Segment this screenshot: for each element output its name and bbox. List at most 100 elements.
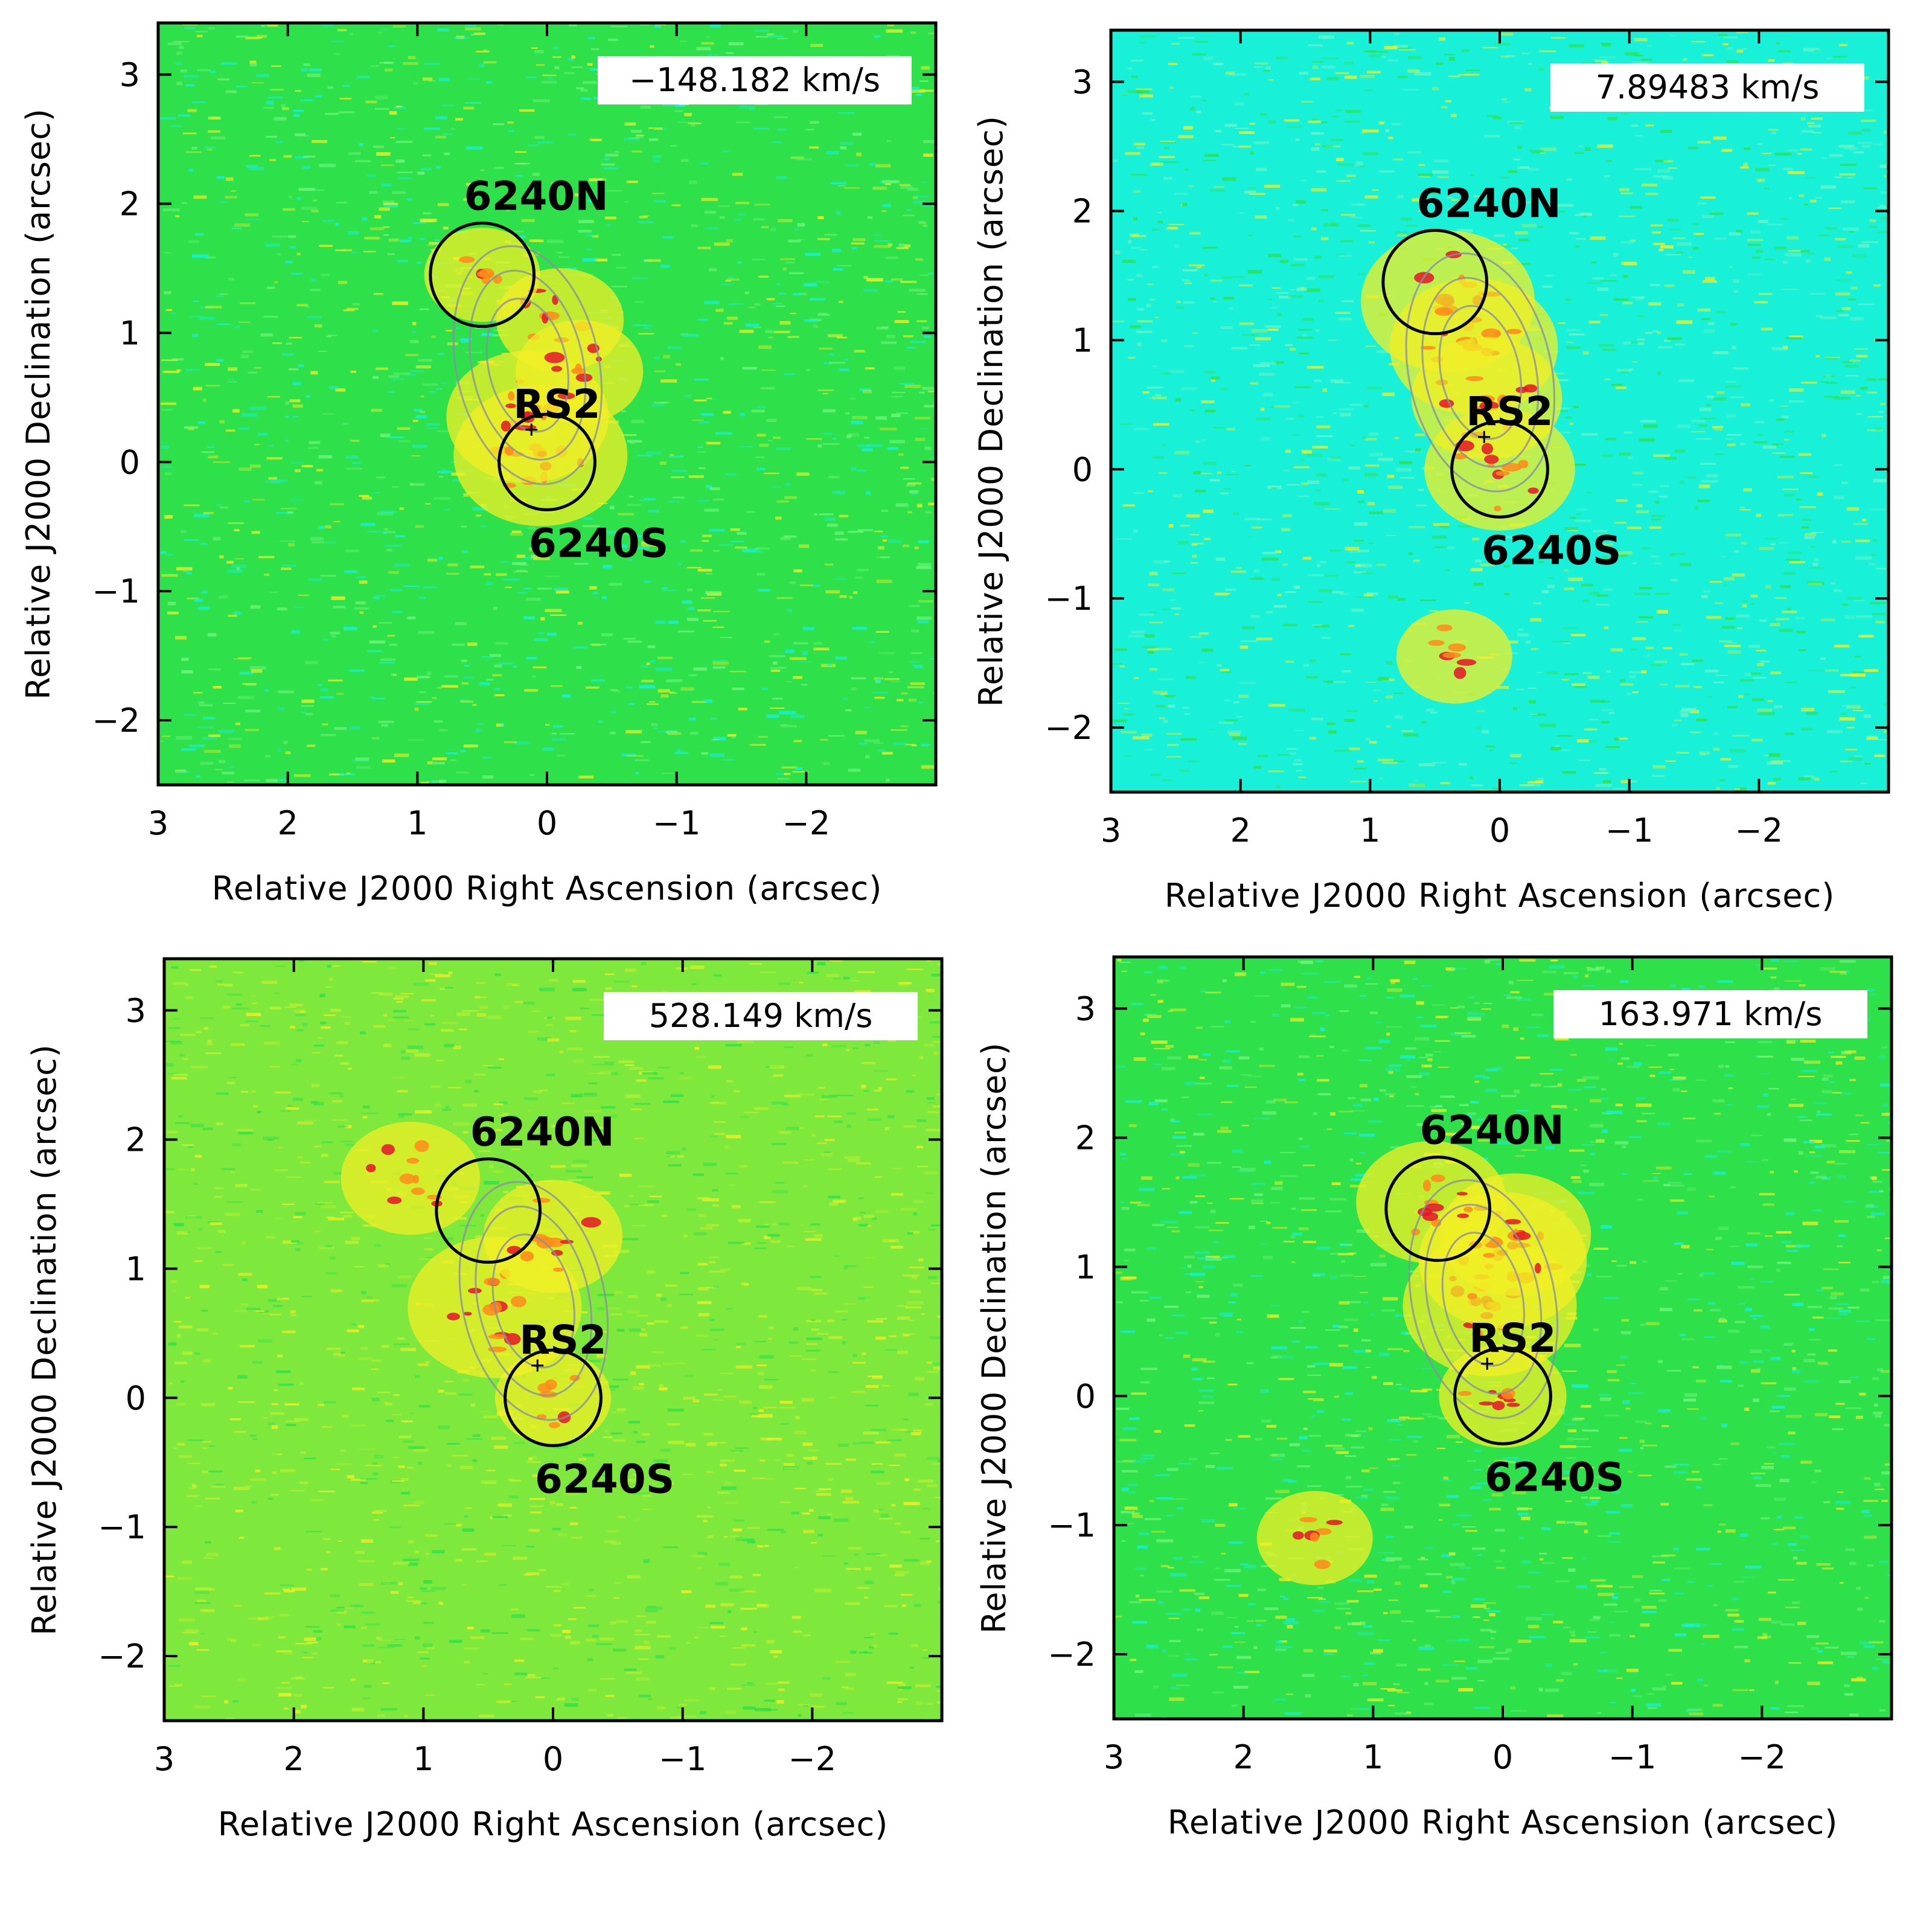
noise-speckle (1558, 379, 1569, 382)
noise-speckle (772, 1190, 788, 1194)
noise-speckle (463, 106, 475, 110)
noise-speckle (373, 1025, 386, 1028)
noise-speckle (1182, 279, 1190, 282)
noise-speckle (1596, 784, 1612, 787)
noise-speckle (301, 165, 311, 170)
noise-speckle (1270, 307, 1278, 309)
noise-speckle (1358, 273, 1366, 275)
noise-speckle (276, 141, 283, 144)
noise-speckle (1485, 540, 1490, 545)
noise-speckle (578, 220, 594, 223)
noise-speckle (170, 125, 182, 127)
noise-speckle (847, 1159, 860, 1162)
noise-speckle (864, 1567, 872, 1570)
noise-speckle (802, 651, 808, 655)
noise-speckle (464, 1661, 470, 1663)
noise-speckle (1620, 241, 1634, 243)
noise-speckle (810, 1288, 822, 1291)
noise-speckle (1779, 585, 1791, 589)
noise-speckle (1321, 65, 1335, 69)
noise-speckle (897, 1686, 912, 1689)
noise-speckle (262, 1616, 274, 1619)
noise-speckle (185, 984, 189, 987)
noise-speckle (650, 45, 654, 48)
noise-speckle (510, 1608, 519, 1611)
noise-speckle (568, 1179, 583, 1183)
noise-speckle (1767, 129, 1779, 131)
noise-speckle (872, 1644, 877, 1648)
noise-speckle (1169, 86, 1174, 89)
noise-speckle (1134, 142, 1145, 146)
noise-speckle (534, 531, 543, 533)
noise-speckle (269, 1066, 280, 1067)
noise-speckle (678, 562, 683, 565)
noise-speckle (640, 1328, 646, 1331)
noise-speckle (165, 1211, 174, 1214)
noise-speckle (1296, 287, 1307, 292)
noise-speckle (1629, 780, 1637, 783)
noise-speckle (1665, 760, 1676, 763)
noise-speckle (1640, 59, 1652, 61)
noise-speckle (613, 1597, 619, 1599)
noise-speckle (1286, 748, 1297, 750)
noise-speckle (1719, 779, 1726, 781)
noise-speckle (237, 1678, 245, 1682)
noise-speckle (794, 1430, 807, 1435)
noise-speckle (373, 625, 377, 628)
noise-speckle (1552, 641, 1570, 642)
noise-speckle (1353, 767, 1367, 770)
noise-speckle (1225, 719, 1238, 722)
noise-speckle (502, 1544, 516, 1546)
noise-speckle (1863, 187, 1877, 190)
contour (1438, 305, 1522, 440)
noise-speckle (756, 573, 766, 576)
noise-speckle (1364, 438, 1377, 441)
noise-speckle (568, 133, 577, 136)
noise-speckle (321, 1205, 337, 1209)
noise-speckle (684, 1374, 694, 1377)
noise-speckle (380, 511, 397, 514)
noise-speckle (333, 53, 340, 55)
noise-speckle (278, 1383, 294, 1386)
noise-speckle (627, 755, 644, 757)
noise-speckle (1256, 638, 1273, 641)
noise-speckle (497, 1503, 513, 1507)
noise-speckle (353, 760, 369, 763)
noise-speckle (1583, 740, 1597, 743)
noise-speckle (337, 28, 347, 31)
noise-speckle (1602, 558, 1610, 561)
noise-speckle (173, 1018, 180, 1020)
noise-speckle (1135, 88, 1153, 91)
noise-speckle (843, 1562, 849, 1565)
noise-speckle (635, 772, 639, 775)
noise-speckle (803, 1457, 815, 1460)
noise-speckle (432, 1550, 445, 1553)
noise-speckle (1537, 226, 1544, 228)
noise-speckle (567, 1047, 583, 1051)
noise-speckle (1349, 216, 1357, 217)
noise-speckle (1657, 331, 1662, 334)
noise-speckle (277, 253, 281, 256)
noise-speckle (370, 227, 385, 231)
noise-speckle (301, 1296, 312, 1297)
noise-speckle (1155, 648, 1172, 651)
noise-speckle (778, 219, 793, 223)
noise-speckle (360, 1539, 373, 1543)
noise-speckle (372, 1299, 379, 1302)
noise-speckle (1299, 458, 1305, 461)
noise-speckle (171, 1076, 187, 1080)
x-tick-label: −1 (1605, 811, 1654, 849)
noise-speckle (1657, 169, 1670, 173)
noise-speckle (1855, 539, 1870, 543)
noise-speckle (1158, 156, 1176, 158)
noise-speckle (639, 1383, 645, 1386)
noise-speckle (1706, 404, 1711, 406)
noise-speckle (277, 748, 281, 752)
noise-speckle (928, 390, 936, 392)
noise-speckle (464, 1515, 469, 1518)
noise-speckle (322, 723, 328, 726)
y-axis-title: Relative J2000 Declination (arcsec) (972, 115, 1010, 707)
noise-speckle (374, 1244, 381, 1247)
noise-speckle (1588, 321, 1601, 324)
noise-speckle (292, 1710, 301, 1713)
